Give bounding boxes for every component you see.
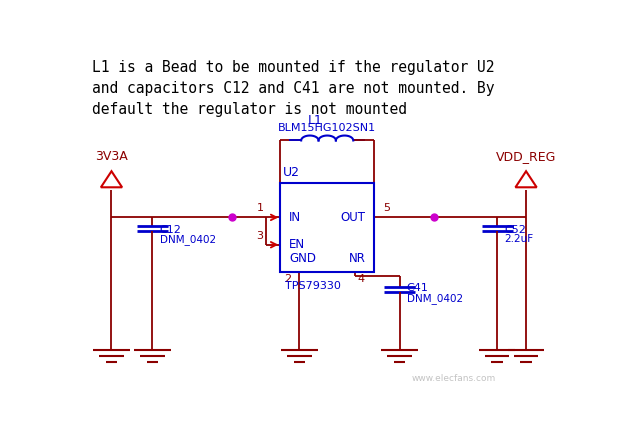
Text: DNM_0402: DNM_0402 [407,293,463,304]
Text: L1 is a Bead to be mounted if the regulator U2
and capacitors C12 and C41 are no: L1 is a Bead to be mounted if the regula… [92,60,494,117]
Bar [280,183,374,272]
Text: GND: GND [289,252,316,265]
Text: C52: C52 [504,225,526,235]
Text: 2: 2 [284,274,291,284]
Text: NR: NR [349,252,366,265]
Text: DNM_0402: DNM_0402 [160,234,216,246]
Text: 4: 4 [357,274,364,284]
Text: 1: 1 [256,203,263,213]
Text: 3: 3 [256,231,263,242]
Text: EN: EN [289,238,305,251]
Text: OUT: OUT [340,211,366,224]
Text: www.elecfans.com: www.elecfans.com [412,374,496,384]
Text: IN: IN [289,211,301,224]
Text: U2: U2 [282,166,300,179]
Text: VDD_REG: VDD_REG [496,150,556,163]
Text: 3V3A: 3V3A [95,150,128,163]
Text: TPS79330: TPS79330 [285,281,341,291]
Text: C12: C12 [160,225,182,235]
Text: C41: C41 [407,283,429,293]
Text: BLM15HG102SN1: BLM15HG102SN1 [278,123,376,133]
Text: L1: L1 [308,114,323,127]
Text: 2.2uF: 2.2uF [504,234,534,245]
Text: 5: 5 [383,203,390,213]
